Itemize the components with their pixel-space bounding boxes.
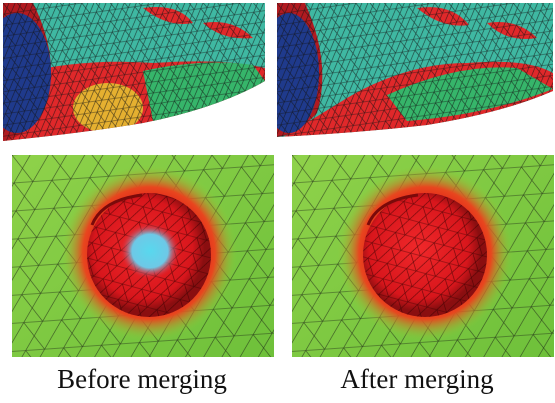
mesh-after-bottom: [292, 155, 554, 357]
mesh-after-top: [277, 3, 553, 141]
caption: Before merging: [7, 364, 277, 395]
mesh-before-bottom: [12, 155, 274, 357]
mesh-before-top: [3, 3, 265, 141]
figure: Before merging After merging: [0, 0, 555, 403]
caption: After merging: [282, 364, 552, 395]
